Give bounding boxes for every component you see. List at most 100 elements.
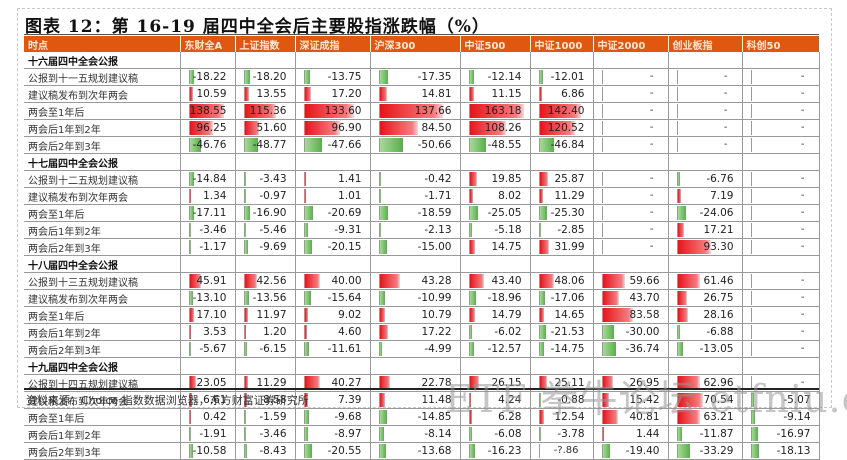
databar-track: 42.56 [243, 274, 295, 288]
negative-databar [539, 393, 541, 407]
value-cell: - [668, 85, 743, 103]
value-text: 84.50 [421, 122, 452, 134]
no-data-dash: - [649, 224, 654, 235]
value-text: 25.87 [554, 173, 585, 185]
value-text: 1.01 [338, 190, 362, 202]
value-cell: -6.88 [668, 323, 743, 341]
value-cell: 62.96 [668, 374, 743, 392]
value-text: -3.78 [557, 428, 585, 440]
positive-databar [304, 104, 354, 118]
empty-cell [593, 357, 669, 375]
negative-databar [379, 410, 387, 424]
value-text: -13.56 [252, 292, 287, 304]
value-cell: -25.05 [460, 204, 531, 222]
value-cell: - [593, 221, 669, 239]
value-text: 11.97 [256, 309, 287, 321]
value-text: 11.29 [256, 377, 287, 389]
value-cell: 1.01 [295, 187, 371, 205]
positive-databar [602, 274, 625, 288]
value-cell: 25.11 [530, 374, 594, 392]
header-col: 科创50 [742, 36, 820, 52]
databar-track: -46.76 [188, 138, 235, 152]
value-cell: -47.66 [295, 136, 371, 154]
databar-track: -14.84 [188, 172, 235, 186]
value-text: 70.54 [703, 394, 734, 406]
table-header-row: 时点 东财全A 上证指数 深证成指 沪深300 中证500 中证1000 中证2… [24, 36, 820, 52]
value-cell: 11.48 [370, 391, 461, 409]
value-text: -15.00 [417, 241, 452, 253]
databar-track: -9.14 [750, 410, 819, 424]
value-text: 26.15 [491, 377, 522, 389]
value-text: 45.91 [196, 275, 227, 287]
databar-track: -50.66 [378, 138, 460, 152]
empty-cell [593, 52, 669, 69]
positive-databar [602, 376, 613, 390]
value-cell: 8.02 [460, 187, 531, 205]
value-text: 19.85 [491, 173, 522, 185]
value-cell: 26.95 [593, 374, 669, 392]
positive-databar [304, 172, 306, 186]
negative-databar [244, 410, 246, 424]
value-text: 43.40 [491, 275, 522, 287]
databar-track: 14.65 [538, 308, 593, 322]
value-text: 17.20 [331, 88, 362, 100]
value-text: -0.88 [557, 394, 585, 406]
section-title: 十八届四中全会公报 [24, 255, 181, 273]
value-cell: 6.86 [530, 85, 594, 103]
value-cell: -14.84 [180, 170, 236, 188]
positive-databar [189, 376, 196, 390]
value-text: 61.46 [703, 275, 734, 287]
databar-track: 142.40 [538, 104, 593, 118]
value-cell: -17.06 [530, 289, 594, 307]
databar-track: - [750, 325, 819, 339]
negative-databar [469, 325, 472, 339]
value-cell: 6.28 [460, 408, 531, 426]
table-row: 两会至1年后 138.55 115.36 133.60 137.66 163.18 142.… [24, 102, 820, 120]
section-title: 十七届四中全会公报 [24, 153, 181, 171]
databar-track: -18.22 [188, 70, 235, 84]
row-label: 两会后1年到2年 [24, 119, 181, 137]
value-text: 26.75 [703, 292, 734, 304]
value-text: 4.60 [338, 326, 362, 338]
negative-databar [189, 291, 193, 305]
value-cell: -14.75 [530, 340, 594, 358]
positive-databar [469, 104, 524, 118]
value-cell: - [742, 187, 820, 205]
value-text: -25.30 [550, 207, 585, 219]
negative-databar [244, 138, 258, 152]
negative-databar [244, 427, 246, 441]
value-cell: - [742, 85, 820, 103]
databar-track: -9.69 [243, 240, 295, 254]
databar-track: - [601, 138, 668, 152]
negative-databar [304, 240, 312, 254]
row-label: 建议稿发布到次年两会 [24, 187, 181, 205]
empty-cell [460, 357, 531, 375]
negative-databar [244, 223, 246, 237]
databar-track: -14.85 [378, 410, 460, 424]
positive-databar [469, 393, 471, 407]
table-row: 两会后2年到3年 -5.67 -6.15 -11.61 -4.99 -12.57 -14.7… [24, 340, 820, 358]
table-row: 两会至1年后 17.10 11.97 9.02 10.79 14.79 14.65 83.58… [24, 306, 820, 324]
databar-track: 25.11 [538, 376, 593, 390]
negative-databar [189, 223, 191, 237]
value-cell: - [742, 374, 820, 392]
no-data-dash: - [800, 71, 805, 82]
row-label: 建议稿发布到次年两会 [24, 289, 181, 307]
value-cell: -2.85 [530, 221, 594, 239]
value-cell: - [593, 85, 669, 103]
databar-track: -13.05 [676, 342, 742, 356]
value-cell: -33.29 [668, 442, 743, 460]
value-cell: 3.53 [180, 323, 236, 341]
databar-track: -10.58 [188, 444, 235, 458]
value-cell: - [668, 68, 743, 86]
value-cell: - [742, 340, 820, 358]
databar-track: -47.66 [303, 138, 370, 152]
positive-databar [539, 274, 554, 288]
databar-track: -1.71 [378, 189, 460, 203]
databar-track: 8.58 [243, 393, 295, 407]
databar-track: -17.06 [538, 291, 593, 305]
table-row: 公报到十三五规划建议稿 45.91 42.56 40.00 43.28 43.40 48.0… [24, 272, 820, 290]
databar-track: -20.69 [303, 206, 370, 220]
positive-databar [244, 376, 248, 390]
value-text: -17.06 [550, 292, 585, 304]
